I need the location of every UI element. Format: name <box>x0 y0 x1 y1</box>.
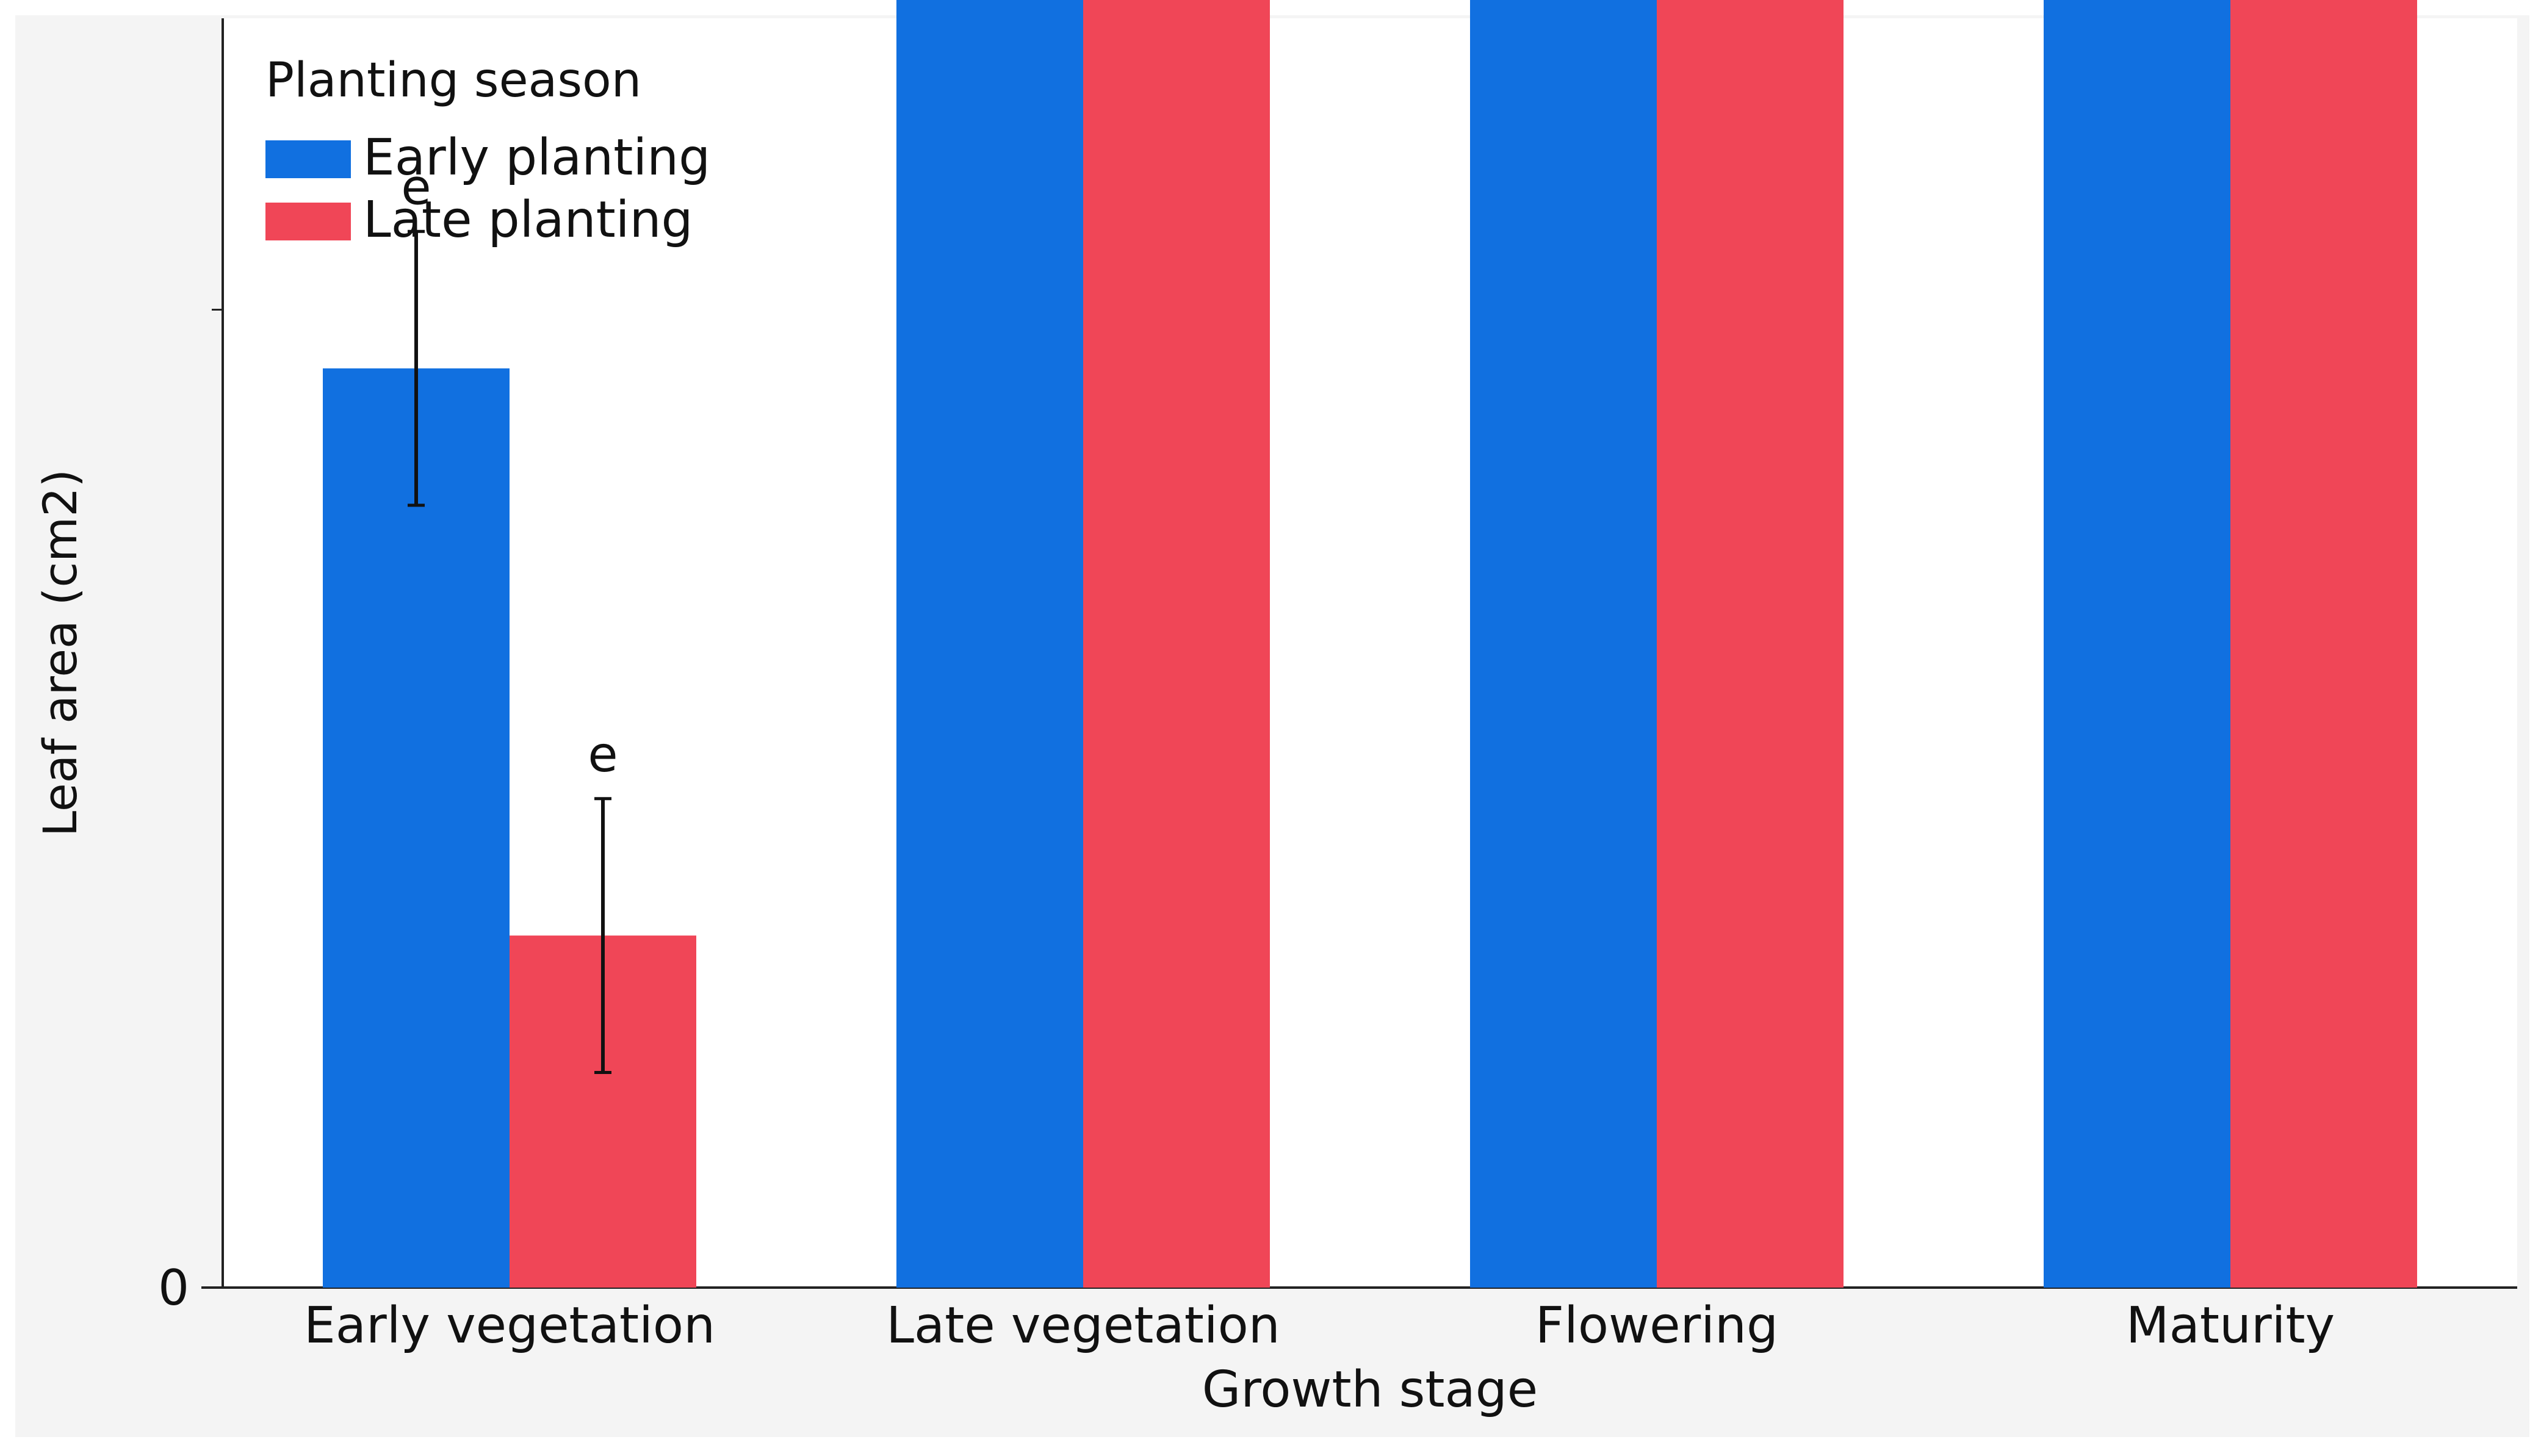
significance-letter: e <box>588 726 618 783</box>
legend-swatch <box>265 203 351 240</box>
bar <box>1083 0 1270 1288</box>
legend-swatch <box>265 140 351 178</box>
legend-label: Early planting <box>363 129 710 187</box>
bar <box>1470 0 1657 1288</box>
x-axis-label: Growth stage <box>1202 1361 1538 1419</box>
legend-label: Late planting <box>363 191 693 249</box>
bar <box>323 368 510 1288</box>
axes: 0102030405060Leaf area (cm2)Growth stage <box>33 18 2517 1419</box>
bars <box>323 0 2417 1288</box>
x-tick-label: Maturity <box>2126 1297 2335 1355</box>
bar <box>2230 0 2417 1288</box>
legend-title: Planting season <box>265 53 641 108</box>
bar <box>896 0 1083 1288</box>
significance-letter: e <box>401 159 431 215</box>
bar <box>1657 0 1844 1288</box>
x-tick-label: Early vegetation <box>304 1297 715 1355</box>
x-tick-label: Flowering <box>1535 1297 1778 1355</box>
x-tick-label: Late vegetation <box>886 1297 1280 1355</box>
y-axis-label: Leaf area (cm2) <box>33 469 87 837</box>
y-tick-label: 0 <box>158 1260 189 1316</box>
bar <box>2044 0 2230 1288</box>
